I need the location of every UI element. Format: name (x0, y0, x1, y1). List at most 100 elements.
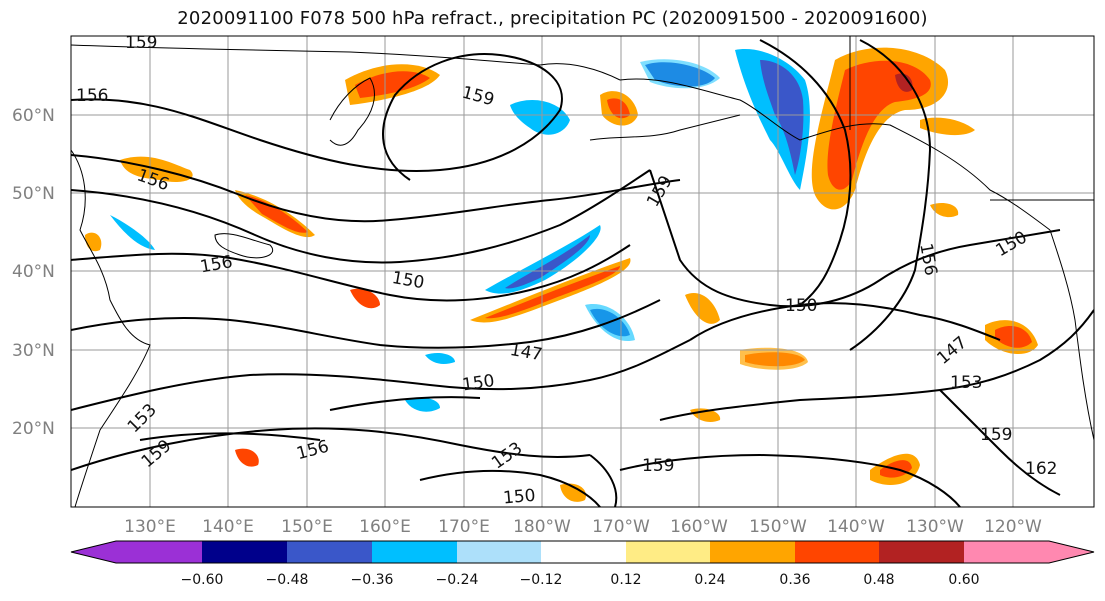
colorbar-tick-label: −0.60 (181, 572, 224, 588)
colorbar-tick-label: −0.36 (351, 572, 394, 588)
coast-japan (214, 233, 273, 259)
darkred-anomaly (895, 73, 913, 92)
contour-label: 153 (124, 400, 161, 437)
orange-blob-east2 (740, 347, 808, 370)
refractivity-contours (71, 39, 1094, 507)
coast-alaska (619, 78, 1051, 231)
coastlines (71, 36, 1094, 507)
colorbar-segment (202, 541, 287, 563)
orange-jet-band (470, 258, 631, 323)
contour-label: 156 (76, 86, 108, 106)
contour-label: 156 (915, 242, 940, 277)
contour-label: 159 (643, 172, 677, 210)
lon-label: 170°W (592, 517, 650, 537)
coast-aleutians (589, 114, 741, 141)
contour-label: 159 (460, 83, 497, 111)
lat-label: 40°N (12, 262, 55, 282)
map-title: 2020091100 F078 500 hPa refract., precip… (177, 8, 928, 29)
coast-na-west (1049, 229, 1094, 441)
orange-blob-east (685, 292, 720, 324)
blue-blob-misc1 (405, 397, 440, 412)
colorbar-outline (70, 540, 1095, 564)
orange-blob-sw (560, 483, 586, 502)
red-band-mid (245, 195, 308, 233)
colorbar-tick-label: 0.36 (779, 572, 810, 588)
colorbar-tick-label: −0.24 (436, 572, 479, 588)
lon-label: 180°W (513, 517, 571, 537)
contour-label: 150 (461, 371, 496, 395)
lon-label: 130°E (124, 517, 176, 537)
lon-label: 140°E (202, 517, 254, 537)
colorbar-segment (626, 541, 710, 563)
coast-kamchatka (329, 77, 375, 146)
lon-label: 170°E (438, 517, 490, 537)
blue-band-west (110, 215, 155, 250)
contour-label: 159 (980, 425, 1012, 445)
contour-label: 156 (199, 252, 234, 277)
orange-blob-misc2 (920, 117, 975, 136)
lat-label: 60°N (12, 106, 55, 126)
latitude-labels: 60°N 50°N 40°N 30°N 20°N (12, 106, 55, 439)
colorbar-segment (964, 541, 1049, 563)
lon-label: 160°E (359, 517, 411, 537)
colorbar-segment (372, 541, 457, 563)
cyan-blob-misc2 (425, 352, 455, 364)
blue-blob-bering (510, 100, 570, 135)
contour-label: 159 (138, 436, 176, 472)
coast-siberia (71, 44, 621, 81)
colorbar-tick-label: −0.12 (520, 572, 563, 588)
colorbar-segment (541, 541, 626, 563)
red-jet-band (485, 266, 620, 319)
lon-label: 140°W (827, 517, 885, 537)
contour-label: 159 (125, 33, 157, 53)
contour-label: 147 (508, 340, 543, 365)
colorbar-segment (710, 541, 795, 563)
lon-label: 130°W (906, 517, 964, 537)
colorbar-tick-label: 0.48 (863, 572, 894, 588)
cyan-blob-ne (640, 59, 720, 89)
contour-label: 159 (642, 456, 674, 476)
deep-blue-anomaly-alaska (760, 60, 804, 175)
contour-label: 153 (950, 373, 982, 393)
colorbar-extend-high (1049, 541, 1094, 563)
colorbar: −0.60 −0.48 −0.36 −0.24 −0.12 0.12 0.24 … (70, 540, 1095, 588)
orange-blob-nw (235, 448, 259, 467)
precip-shading (85, 47, 1038, 502)
contour-label: 150 (502, 486, 536, 509)
lat-label: 20°N (12, 419, 55, 439)
contour-label: 147 (933, 333, 971, 369)
colorbar-segment (116, 541, 202, 563)
contour-label: 156 (295, 437, 332, 465)
colorbar-segment (457, 541, 541, 563)
colorbar-tick-label: −0.48 (266, 572, 309, 588)
longitude-labels: 130°E 140°E 150°E 160°E 170°E 180°W 170°… (124, 517, 1042, 537)
contour-label: 150 (993, 227, 1031, 261)
red-blob-jp (350, 288, 380, 309)
lon-label: 150°E (281, 517, 333, 537)
red-blob-2 (607, 98, 630, 119)
lat-label: 50°N (12, 184, 55, 204)
lat-label: 30°N (12, 341, 55, 361)
orange-blob-misc3 (930, 203, 959, 218)
colorbar-tick-label: 0.12 (610, 572, 641, 588)
colorbar-extend-low (71, 541, 116, 563)
lon-label: 120°W (984, 517, 1042, 537)
map-frame (70, 35, 1095, 508)
lon-label: 150°W (749, 517, 807, 537)
blue-jet-band (485, 225, 601, 294)
contour-label: 153 (488, 438, 526, 473)
contour-label: 162 (1025, 459, 1057, 479)
lon-label: 160°W (670, 517, 728, 537)
map-canvas: 156 159 159 156 159 150 147 150 153 150 … (71, 33, 1094, 509)
colorbar-segment (287, 541, 372, 563)
orange-blob-west (85, 232, 102, 252)
contour-label: 150 (785, 296, 817, 316)
colorbar-segment (879, 541, 964, 563)
red-anomaly-alaska-core (827, 60, 931, 190)
colorbar-tick-label: 0.24 (694, 572, 725, 588)
coast-asia (71, 149, 151, 507)
colorbar-segment (795, 541, 879, 563)
colorbar-tick-label: 0.60 (948, 572, 979, 588)
deep-blue-jet-band (505, 235, 590, 289)
